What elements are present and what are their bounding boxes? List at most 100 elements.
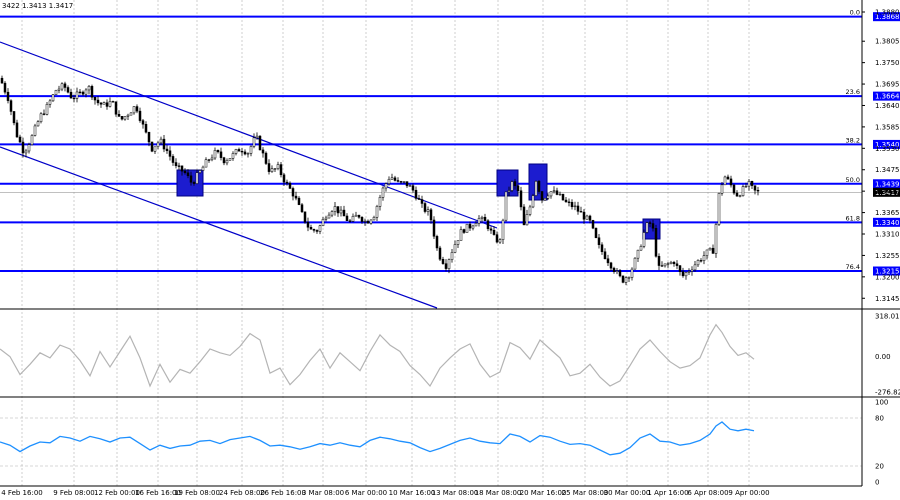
candle-body [354, 214, 358, 217]
candle-body [675, 263, 679, 266]
cci-tick-label: 318.013 [875, 313, 900, 321]
candle-body [396, 180, 400, 182]
candle-body [6, 91, 10, 101]
candle-body [447, 259, 451, 269]
candle-body [405, 181, 409, 187]
candle-body [63, 83, 67, 88]
candle-body [546, 195, 550, 199]
fib-levels: 0.0 1.3868 23.6 1.3664 38.2 1.3540 50.0 1.3439 6… [0, 9, 900, 276]
current-price-tag [873, 187, 900, 197]
candle-body [237, 149, 241, 152]
candle-body [576, 205, 580, 212]
candle-body [690, 269, 694, 272]
fib-price-label: 1.3439 [875, 180, 900, 188]
candle-body [555, 190, 559, 195]
candle-body [531, 195, 535, 208]
candle-body [642, 232, 646, 247]
candle-body [654, 228, 658, 257]
candle-body [270, 168, 274, 172]
candle-body [165, 148, 169, 152]
candle-body [183, 170, 187, 174]
candle-body [378, 197, 382, 207]
candle-body [192, 182, 196, 184]
candle-body [258, 135, 262, 151]
candle-body [738, 195, 742, 197]
candle-body [120, 116, 124, 120]
candle-body [456, 240, 460, 245]
candle-body [108, 101, 112, 107]
candle-body [360, 217, 364, 222]
candle-body [189, 175, 193, 183]
x-tick-label: 4 Feb 16:00 [1, 489, 42, 497]
x-tick-label: 12 Feb 00:00 [94, 489, 140, 497]
candle-body [429, 209, 433, 221]
candle-body [279, 164, 283, 176]
candle-body [285, 181, 289, 184]
candle-body [18, 136, 22, 143]
candle-body [246, 153, 250, 155]
candle-body [756, 189, 760, 192]
candle-body [534, 181, 538, 196]
candle-body [558, 193, 562, 196]
candle-body [228, 158, 232, 161]
candle-body [324, 217, 328, 220]
candle-body [525, 214, 529, 226]
candle-body [399, 181, 403, 183]
candle-body [609, 262, 613, 269]
fib-price-tag [873, 12, 900, 22]
candle-body [498, 239, 502, 243]
candle-body [684, 272, 688, 277]
candle-body [177, 165, 181, 167]
candle-body [351, 215, 355, 222]
candle-body [339, 209, 343, 214]
fib-price-tag [873, 217, 900, 227]
candle-body [477, 218, 481, 224]
candle-body [618, 270, 622, 277]
candle-body [288, 182, 292, 189]
x-tick-label: 25 Mar 08:00 [562, 489, 609, 497]
channel-upper-line[interactable] [0, 41, 498, 229]
candle-body [474, 222, 478, 227]
rsi-panel: 100 80 20 0 [0, 399, 888, 487]
candle-body [9, 100, 13, 112]
x-tick-label: 6 Apr 08:00 [687, 489, 728, 497]
candle-body [333, 206, 337, 212]
highlight-box[interactable] [176, 169, 204, 197]
candle-body [126, 114, 130, 117]
candle-body [303, 211, 307, 223]
candle-body [630, 268, 634, 278]
candle-body [243, 151, 247, 155]
candle-body [195, 172, 199, 184]
candle-body [114, 101, 118, 115]
candle-body [660, 265, 664, 267]
candle-body [81, 91, 85, 95]
candle-body [129, 112, 133, 116]
y-tick-label: 1.3695 [875, 81, 900, 89]
candle-body [573, 205, 577, 208]
channel-lower-line[interactable] [0, 146, 438, 309]
candle-body [669, 261, 673, 264]
rsi-tick-label: 20 [875, 463, 884, 471]
fib-level-pct: 61.8 [846, 214, 860, 222]
candle-body [252, 137, 256, 147]
candle-body [393, 177, 397, 181]
x-tick-label: 6 Mar 00:00 [345, 489, 387, 497]
candle-body [222, 157, 226, 164]
highlight-box[interactable] [642, 218, 661, 240]
candle-body [594, 227, 598, 238]
candle-body [318, 225, 322, 232]
candle-body [294, 195, 298, 199]
candle-body [174, 162, 178, 167]
candle-body [384, 183, 388, 189]
rsi-tick-label: 0 [875, 479, 879, 487]
candle-body [606, 258, 610, 264]
fib-price-label: 1.3540 [875, 141, 900, 149]
candle-body [645, 222, 649, 233]
candle-body [72, 97, 76, 100]
candle-body [423, 203, 427, 212]
fib-level-pct: 38.2 [846, 136, 860, 144]
candle-body [249, 146, 253, 154]
candle-body [681, 271, 685, 277]
